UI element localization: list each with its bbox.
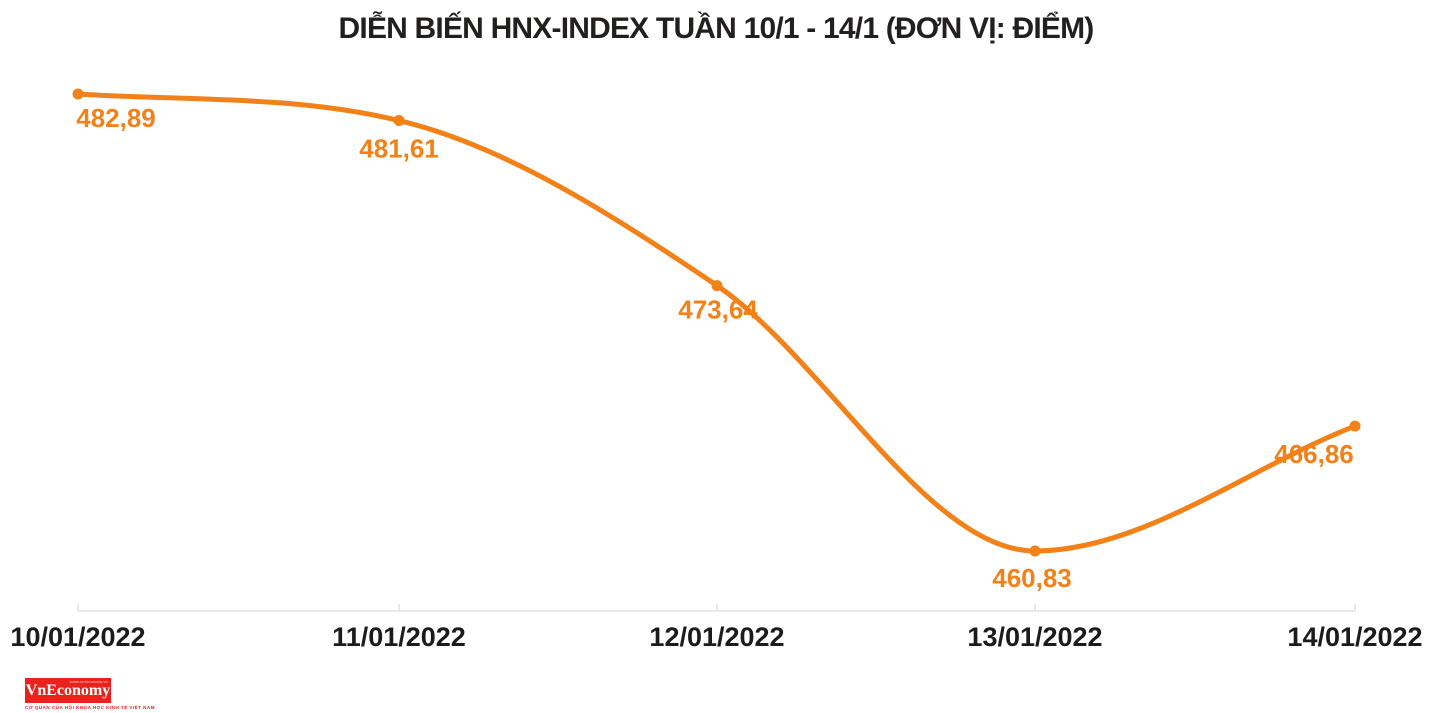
- x-axis-label: 14/01/2022: [1287, 622, 1422, 652]
- data-point-marker: [393, 115, 405, 127]
- logo-url-text: www.vneconomy.vn: [69, 679, 108, 684]
- data-point-marker: [711, 280, 723, 292]
- data-point-marker: [1029, 545, 1041, 557]
- x-axis-label: 11/01/2022: [332, 622, 466, 652]
- data-point-marker: [1349, 420, 1361, 432]
- x-axis-label: 10/01/2022: [10, 622, 145, 652]
- x-axis-label: 13/01/2022: [967, 622, 1102, 652]
- chart-title: DIỄN BIẾN HNX-INDEX TUẦN 10/1 - 14/1 (ĐƠ…: [338, 12, 1095, 45]
- logo-brand-text: VnEconomy: [25, 681, 111, 699]
- vneconomy-logo: www.vneconomy.vn VnEconomy CƠ QUAN CỦA H…: [25, 678, 155, 710]
- x-axis-label: 12/01/2022: [649, 622, 784, 652]
- point-value-label: 481,61: [359, 134, 439, 164]
- point-value-label: 482,89: [76, 103, 156, 133]
- data-point-marker: [72, 88, 84, 100]
- logo-tagline: CƠ QUAN CỦA HỘI KHOA HỌC KINH TẾ VIỆT NA…: [25, 705, 155, 710]
- vneconomy-logo-box: www.vneconomy.vn VnEconomy: [25, 678, 111, 703]
- point-value-label: 460,83: [992, 563, 1072, 593]
